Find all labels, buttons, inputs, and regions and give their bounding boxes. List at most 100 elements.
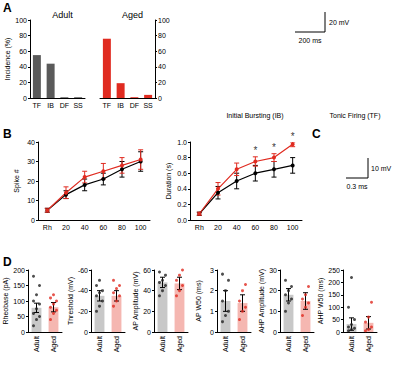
svg-text:100: 100 [287, 224, 299, 231]
svg-text:Aged: Aged [50, 336, 58, 352]
svg-text:IB: IB [117, 102, 124, 109]
svg-text:SS: SS [143, 102, 153, 109]
svg-text:20: 20 [158, 79, 166, 86]
svg-text:Aged: Aged [176, 336, 184, 352]
svg-text:10: 10 [269, 308, 277, 315]
svg-text:0: 0 [273, 329, 277, 336]
svg-text:100: 100 [328, 304, 340, 311]
svg-text:20: 20 [214, 224, 222, 231]
svg-text:0.0: 0.0 [177, 217, 187, 224]
svg-text:3: 3 [210, 267, 214, 274]
svg-text:*: * [291, 131, 295, 142]
svg-text:C: C [312, 127, 321, 141]
svg-text:150: 150 [13, 282, 25, 289]
svg-text:60: 60 [158, 48, 166, 55]
svg-text:Initial Bursting (IB): Initial Bursting (IB) [226, 112, 283, 120]
svg-text:AHP Amplitude (mV): AHP Amplitude (mV) [258, 269, 266, 333]
svg-text:Adult: Adult [52, 10, 73, 20]
svg-text:0: 0 [84, 329, 88, 336]
svg-text:DF: DF [130, 102, 139, 109]
svg-text:20: 20 [269, 287, 277, 294]
svg-text:100: 100 [158, 17, 170, 24]
svg-text:100: 100 [135, 224, 147, 231]
svg-text:AP Amplitude (mV): AP Amplitude (mV) [132, 271, 140, 330]
svg-text:Aged: Aged [113, 336, 121, 352]
svg-text:10: 10 [27, 197, 35, 204]
svg-text:Aged: Aged [239, 336, 247, 352]
svg-text:Incidence (%): Incidence (%) [4, 38, 12, 81]
svg-text:1: 1 [210, 308, 214, 315]
svg-text:40: 40 [81, 224, 89, 231]
svg-text:200 ms: 200 ms [299, 37, 322, 44]
svg-text:200: 200 [13, 267, 25, 274]
svg-text:80: 80 [118, 224, 126, 231]
svg-text:60: 60 [251, 224, 259, 231]
svg-text:-40: -40 [78, 287, 88, 294]
svg-text:Adult: Adult [348, 336, 355, 352]
svg-text:Rheobase (pA): Rheobase (pA) [2, 277, 10, 324]
svg-text:Threshold (mV): Threshold (mV) [67, 277, 75, 325]
svg-text:50: 50 [332, 316, 340, 323]
svg-text:TF: TF [103, 102, 112, 109]
svg-text:-60: -60 [78, 267, 88, 274]
svg-text:100: 100 [15, 17, 27, 24]
svg-text:40: 40 [27, 139, 35, 146]
svg-text:Adult: Adult [285, 336, 292, 352]
svg-text:Rh: Rh [43, 224, 52, 231]
svg-text:-20: -20 [78, 308, 88, 315]
svg-text:60: 60 [143, 267, 151, 274]
svg-text:50: 50 [17, 313, 25, 320]
svg-text:20: 20 [27, 178, 35, 185]
svg-text:*: * [272, 142, 276, 153]
svg-text:10 mV: 10 mV [371, 165, 392, 172]
svg-text:Adult: Adult [96, 336, 103, 352]
svg-text:40: 40 [19, 63, 27, 70]
svg-text:20: 20 [143, 308, 151, 315]
svg-text:0.8: 0.8 [177, 154, 187, 161]
svg-text:D: D [3, 255, 12, 269]
svg-text:60: 60 [99, 224, 107, 231]
svg-text:0.3 ms: 0.3 ms [346, 183, 368, 190]
svg-text:TF: TF [33, 102, 42, 109]
svg-text:Aged: Aged [122, 10, 143, 20]
svg-text:Spike #: Spike # [13, 169, 21, 192]
svg-text:80: 80 [19, 32, 27, 39]
svg-text:Adult: Adult [33, 336, 40, 352]
svg-text:200: 200 [328, 279, 340, 286]
svg-text:AP W50 (ms): AP W50 (ms) [195, 280, 203, 322]
svg-text:0: 0 [147, 329, 151, 336]
svg-text:20: 20 [19, 79, 27, 86]
svg-text:Duration (s): Duration (s) [165, 163, 173, 200]
svg-text:20 mV: 20 mV [329, 19, 350, 26]
svg-text:60: 60 [19, 48, 27, 55]
svg-text:100: 100 [13, 298, 25, 305]
svg-text:0.6: 0.6 [177, 170, 187, 177]
svg-text:80: 80 [158, 32, 166, 39]
svg-text:IB: IB [47, 102, 54, 109]
svg-text:150: 150 [328, 291, 340, 298]
svg-text:80: 80 [270, 224, 278, 231]
svg-text:0: 0 [158, 95, 162, 102]
svg-text:SS: SS [73, 102, 83, 109]
svg-text:Tonic Firing (TF): Tonic Firing (TF) [330, 112, 381, 120]
svg-text:1.0: 1.0 [177, 139, 187, 146]
svg-text:0.4: 0.4 [177, 185, 187, 192]
svg-text:Rh: Rh [195, 224, 204, 231]
svg-text:0.2: 0.2 [177, 201, 187, 208]
svg-text:20: 20 [62, 224, 70, 231]
svg-text:30: 30 [27, 158, 35, 165]
svg-text:Adult: Adult [222, 336, 229, 352]
svg-text:DF: DF [60, 102, 69, 109]
svg-text:Aged: Aged [302, 336, 310, 352]
svg-text:Aged: Aged [365, 336, 373, 352]
svg-text:40: 40 [143, 287, 151, 294]
svg-text:0: 0 [21, 329, 25, 336]
svg-text:0: 0 [31, 217, 35, 224]
svg-text:0: 0 [23, 95, 27, 102]
svg-text:Adult: Adult [159, 336, 166, 352]
svg-text:AHP W50 (ms): AHP W50 (ms) [317, 278, 325, 325]
svg-text:30: 30 [269, 267, 277, 274]
svg-text:250: 250 [328, 267, 340, 274]
svg-text:B: B [3, 127, 12, 141]
svg-text:2: 2 [210, 287, 214, 294]
